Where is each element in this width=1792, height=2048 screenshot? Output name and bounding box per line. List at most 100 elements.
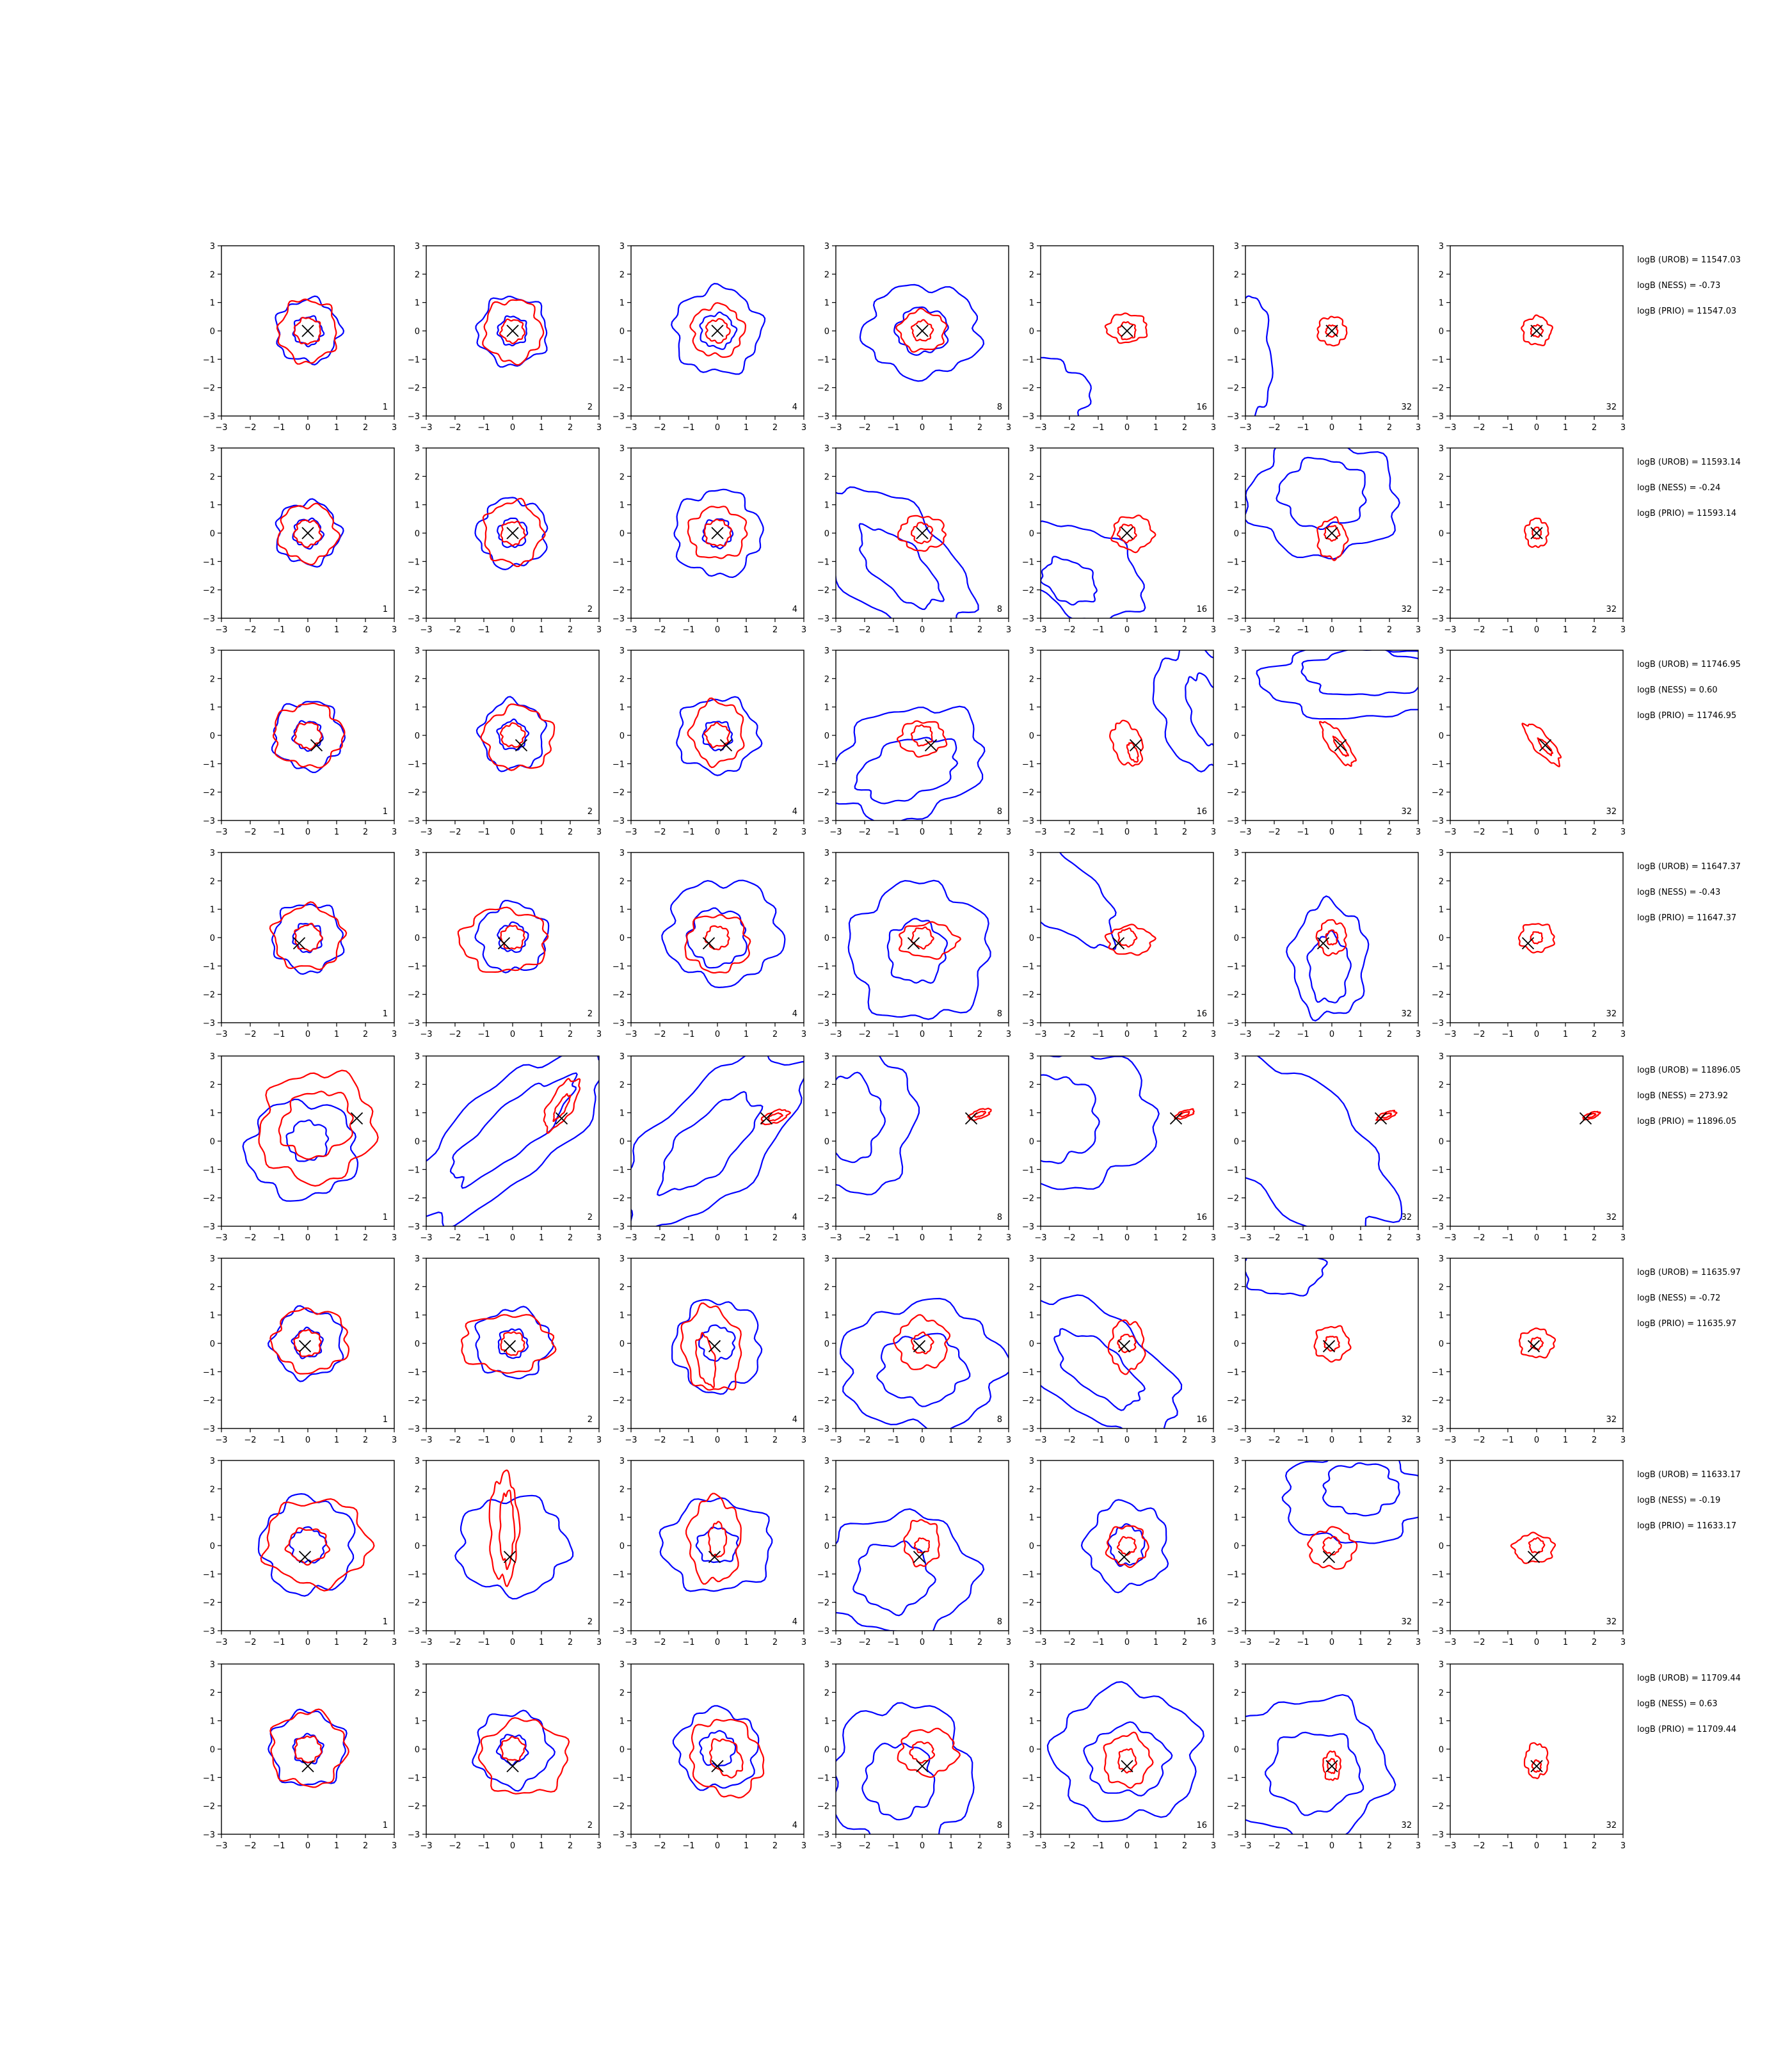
- x-tick-label: −3: [625, 1638, 637, 1647]
- x-tick-label: 1: [744, 423, 749, 433]
- y-tick-label: 0: [824, 529, 829, 539]
- subplot-r5-c3: −3−3 −2 −2 −1 −1 0 0 1 1 2 2 3 3 4: [612, 1052, 806, 1243]
- y-tick-label: 2: [1234, 1283, 1239, 1292]
- subplot-r7-c2: −3−3 −2 −2 −1 −1 0 0 1 1 2 2 3 3 2: [408, 1457, 602, 1647]
- x-tick-label: 2: [772, 1030, 778, 1039]
- red-contour: [910, 926, 934, 950]
- y-tick-label: −1: [612, 760, 625, 769]
- x-tick-label: 2: [568, 1436, 573, 1445]
- x-tick-label: 0: [715, 1638, 720, 1647]
- true-value-marker: [1325, 527, 1338, 540]
- true-value-marker: [1539, 739, 1552, 752]
- panel-label: 8: [997, 1213, 1002, 1222]
- x-tick-label: 0: [1534, 1436, 1539, 1445]
- x-tick-label: 0: [715, 828, 720, 837]
- y-tick-label: 0: [824, 327, 829, 337]
- y-tick-label: 3: [620, 646, 625, 656]
- x-tick-label: −3: [1034, 1030, 1046, 1039]
- x-tick-label: 2: [568, 828, 573, 837]
- y-tick-label: 1: [620, 703, 625, 713]
- y-tick-label: 0: [210, 1745, 215, 1755]
- y-tick-label: −1: [612, 1165, 625, 1175]
- x-tick-label: −1: [1092, 1638, 1104, 1647]
- blue-contour: [1046, 1681, 1204, 1823]
- x-tick-label: −2: [858, 828, 870, 837]
- x-tick-label: −2: [1268, 423, 1280, 433]
- y-tick-label: −2: [408, 384, 420, 394]
- y-tick-label: −1: [817, 1368, 829, 1377]
- blue-contour: [496, 718, 530, 751]
- plot-area: [476, 696, 556, 772]
- x-tick-label: 1: [539, 1030, 544, 1039]
- y-tick-label: 3: [1234, 849, 1239, 858]
- subplot-r1-c7: −3−3 −2 −2 −1 −1 0 0 1 1 2 2 3 3 32: [1432, 242, 1626, 433]
- y-tick-label: 0: [620, 732, 625, 741]
- y-tick-label: 0: [620, 1137, 625, 1147]
- x-tick-label: 2: [1592, 828, 1597, 837]
- red-contour: [909, 1741, 936, 1764]
- y-tick-label: −1: [203, 557, 215, 567]
- y-tick-label: 2: [1029, 877, 1034, 886]
- blue-contour: [854, 737, 959, 804]
- panel-label: 8: [997, 1009, 1002, 1019]
- y-tick-label: −1: [1022, 962, 1034, 972]
- y-tick-label: −2: [612, 1802, 625, 1812]
- y-tick-label: −2: [1022, 991, 1034, 1000]
- subplot-r4-c2: −3−3 −2 −2 −1 −1 0 0 1 1 2 2 3 3 2: [408, 849, 602, 1039]
- x-tick-label: −2: [653, 828, 666, 837]
- y-tick-label: −2: [1227, 1802, 1239, 1812]
- y-tick-label: 0: [1439, 529, 1444, 539]
- y-tick-label: 2: [620, 1283, 625, 1292]
- y-tick-label: −3: [1432, 1830, 1444, 1840]
- blue-contour: [275, 295, 345, 365]
- y-tick-label: 2: [1439, 472, 1444, 482]
- y-tick-label: 3: [824, 444, 829, 454]
- x-tick-label: −2: [449, 625, 461, 635]
- y-tick-label: −2: [817, 1802, 829, 1812]
- x-tick-label: −3: [829, 423, 842, 433]
- x-tick-label: 3: [1416, 1436, 1421, 1445]
- axes-frame: [426, 1663, 600, 1835]
- x-tick-label: 1: [334, 1638, 339, 1647]
- y-tick-label: −1: [612, 1368, 625, 1377]
- blue-contour: [476, 696, 548, 772]
- true-value-marker: [503, 1340, 516, 1353]
- panel-label: 2: [588, 1009, 593, 1019]
- y-tick-label: −3: [1227, 1222, 1239, 1232]
- x-tick-label: 0: [1124, 625, 1130, 635]
- x-tick-label: 1: [539, 1233, 544, 1243]
- x-tick-label: 3: [1006, 423, 1011, 433]
- x-tick-label: −3: [420, 1638, 432, 1647]
- red-contour: [1110, 514, 1156, 554]
- y-tick-label: 2: [415, 472, 420, 482]
- true-value-marker: [711, 1759, 724, 1773]
- y-tick-label: −2: [408, 788, 420, 798]
- y-tick-label: 0: [824, 732, 829, 741]
- x-tick-label: 2: [363, 1638, 368, 1647]
- x-tick-label: 0: [305, 1233, 310, 1243]
- y-tick-label: −2: [1432, 991, 1444, 1000]
- y-tick-label: 2: [1029, 1485, 1034, 1494]
- y-tick-label: 0: [824, 1745, 829, 1755]
- y-tick-label: 1: [1029, 906, 1034, 915]
- y-tick-label: 0: [1234, 1340, 1239, 1349]
- red-contour: [687, 506, 748, 559]
- x-tick-label: 0: [305, 1638, 310, 1647]
- true-value-marker: [964, 1112, 978, 1125]
- y-tick-label: 0: [824, 934, 829, 943]
- blue-contour: [1041, 852, 1117, 950]
- x-tick-label: 3: [596, 1841, 602, 1851]
- x-tick-label: 1: [948, 1436, 954, 1445]
- y-tick-label: 3: [415, 849, 420, 858]
- y-tick-label: 3: [824, 849, 829, 858]
- subplot-r8-c1: −3−3 −2 −2 −1 −1 0 0 1 1 2 2 3 3 1: [203, 1660, 397, 1851]
- x-tick-label: −2: [1063, 625, 1075, 635]
- y-tick-label: −1: [203, 962, 215, 972]
- x-tick-label: 2: [1182, 828, 1187, 837]
- red-contour: [705, 317, 731, 344]
- y-tick-label: 0: [415, 327, 420, 337]
- panel-label: 32: [1606, 1821, 1617, 1830]
- x-tick-label: 2: [1592, 423, 1597, 433]
- x-tick-label: 0: [1534, 423, 1539, 433]
- plot-area: [475, 295, 548, 368]
